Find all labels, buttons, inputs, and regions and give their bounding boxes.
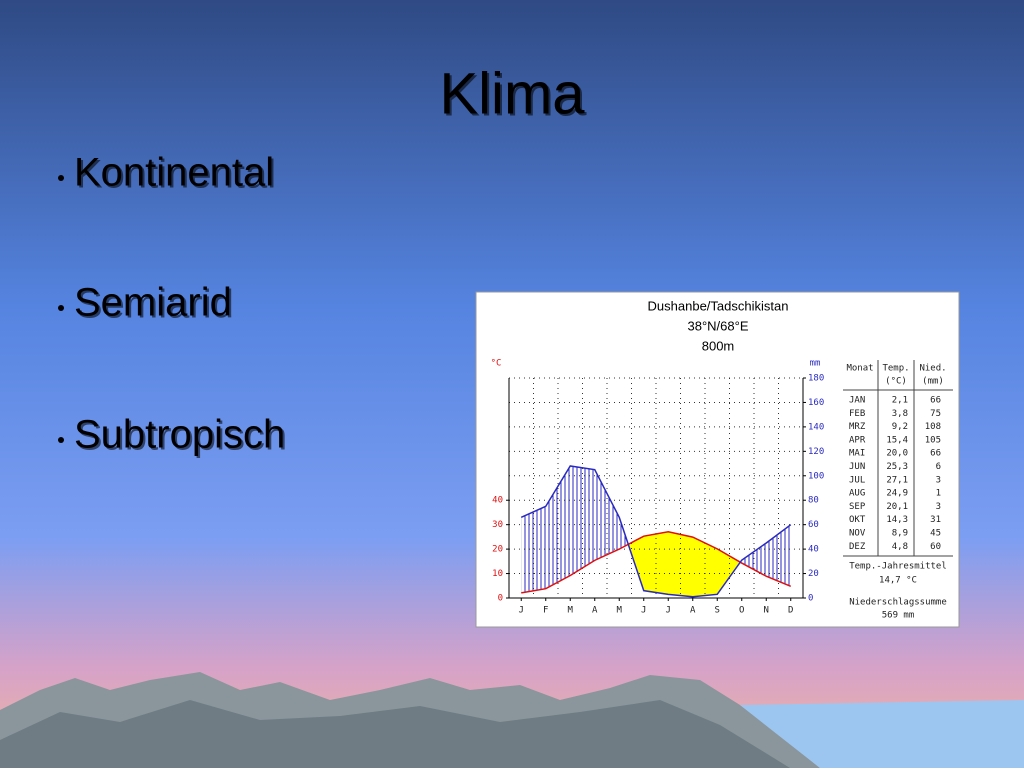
table-month: MRZ bbox=[849, 422, 866, 432]
table-temp: 3,8 bbox=[892, 409, 908, 419]
y2-tick-label: 60 bbox=[808, 520, 819, 530]
x-tick-label: O bbox=[739, 606, 744, 616]
series-line bbox=[521, 530, 792, 594]
table-precip: 66 bbox=[930, 449, 941, 459]
table-month: OKT bbox=[849, 515, 866, 525]
table-month: NOV bbox=[849, 529, 866, 539]
table-temp: 14,3 bbox=[886, 515, 908, 525]
table-temp: 27,1 bbox=[886, 475, 908, 485]
table-precip: 66 bbox=[930, 396, 941, 406]
table-temp: 20,0 bbox=[886, 449, 908, 459]
y-tick-label: 0 bbox=[498, 594, 503, 604]
y2-tick-label: 80 bbox=[808, 496, 819, 506]
table-month: SEP bbox=[849, 502, 866, 512]
chart-elevation: 800m bbox=[702, 338, 735, 353]
table-month: JAN bbox=[849, 396, 865, 406]
bullet-dot bbox=[58, 305, 64, 311]
table-temp: 9,2 bbox=[892, 422, 908, 432]
x-tick-label: J bbox=[519, 606, 524, 616]
x-tick-label: N bbox=[764, 606, 769, 616]
table-precip: 45 bbox=[930, 529, 941, 539]
y-tick-label: 10 bbox=[492, 569, 503, 579]
table-month: FEB bbox=[849, 409, 865, 419]
table-month: JUN bbox=[849, 462, 865, 472]
annual-mean: 14,7 °C bbox=[879, 576, 917, 586]
bullet: Semiarid bbox=[74, 281, 232, 325]
table-header: Temp. bbox=[882, 364, 909, 374]
table-precip: 105 bbox=[925, 435, 941, 445]
sea bbox=[740, 700, 1024, 768]
table-temp: 2,1 bbox=[892, 396, 908, 406]
table-temp: 4,8 bbox=[892, 542, 908, 552]
table-month: JUL bbox=[849, 475, 865, 485]
annual-mean-label: Temp.-Jahresmittel bbox=[849, 562, 947, 572]
table-month: MAI bbox=[849, 449, 865, 459]
y-axis-unit: °C bbox=[491, 359, 502, 369]
x-tick-label: A bbox=[592, 606, 598, 616]
x-tick-label: M bbox=[617, 606, 623, 616]
x-tick-label: F bbox=[543, 606, 548, 616]
table-precip: 3 bbox=[936, 502, 941, 512]
chart-title: Dushanbe/Tadschikistan bbox=[648, 298, 789, 313]
table-precip: 1 bbox=[936, 489, 941, 499]
table-temp: 8,9 bbox=[892, 529, 908, 539]
y2-tick-label: 100 bbox=[808, 471, 824, 481]
table-precip: 60 bbox=[930, 542, 941, 552]
mountains-front bbox=[0, 700, 790, 768]
y2-tick-label: 20 bbox=[808, 569, 819, 579]
bullet: Kontinental bbox=[74, 151, 274, 195]
bullet-dot bbox=[58, 175, 64, 181]
y2-tick-label: 160 bbox=[808, 398, 824, 408]
y2-tick-label: 40 bbox=[808, 545, 819, 555]
precip-total-label: Niederschlagssumme bbox=[849, 598, 947, 608]
y2-tick-label: 120 bbox=[808, 447, 824, 457]
table-temp: 15,4 bbox=[886, 435, 908, 445]
table-header: (mm) bbox=[922, 377, 944, 387]
bullet: Subtropisch bbox=[74, 413, 285, 457]
y2-axis-unit: mm bbox=[810, 359, 821, 369]
series-line bbox=[520, 465, 792, 598]
x-tick-label: A bbox=[690, 606, 696, 616]
table-header: Nied. bbox=[919, 364, 946, 374]
table-precip: 3 bbox=[936, 475, 941, 485]
table-month: DEZ bbox=[849, 542, 866, 552]
table-month: AUG bbox=[849, 489, 865, 499]
y-tick-label: 40 bbox=[492, 496, 503, 506]
table-precip: 108 bbox=[925, 422, 941, 432]
table-precip: 31 bbox=[930, 515, 941, 525]
x-tick-label: S bbox=[715, 606, 720, 616]
x-tick-label: D bbox=[788, 606, 793, 616]
y-tick-label: 30 bbox=[492, 520, 503, 530]
table-header: Monat bbox=[846, 364, 873, 374]
table-header: (°C) bbox=[885, 377, 907, 387]
table-precip: 6 bbox=[936, 462, 941, 472]
y2-tick-label: 140 bbox=[808, 422, 824, 432]
bullet-dot bbox=[58, 437, 64, 443]
precip-total: 569 mm bbox=[882, 611, 915, 621]
y2-tick-label: 180 bbox=[808, 374, 824, 384]
table-month: APR bbox=[849, 435, 866, 445]
chart-coordinates: 38°N/68°E bbox=[688, 318, 749, 333]
y-tick-label: 20 bbox=[492, 545, 503, 555]
x-tick-label: J bbox=[666, 606, 671, 616]
table-precip: 75 bbox=[930, 409, 941, 419]
slide-title: Klima bbox=[439, 61, 585, 126]
table-temp: 20,1 bbox=[886, 502, 908, 512]
x-tick-label: M bbox=[568, 606, 574, 616]
table-temp: 25,3 bbox=[886, 462, 908, 472]
table-temp: 24,9 bbox=[886, 489, 908, 499]
x-tick-label: J bbox=[641, 606, 646, 616]
y2-tick-label: 0 bbox=[808, 594, 813, 604]
